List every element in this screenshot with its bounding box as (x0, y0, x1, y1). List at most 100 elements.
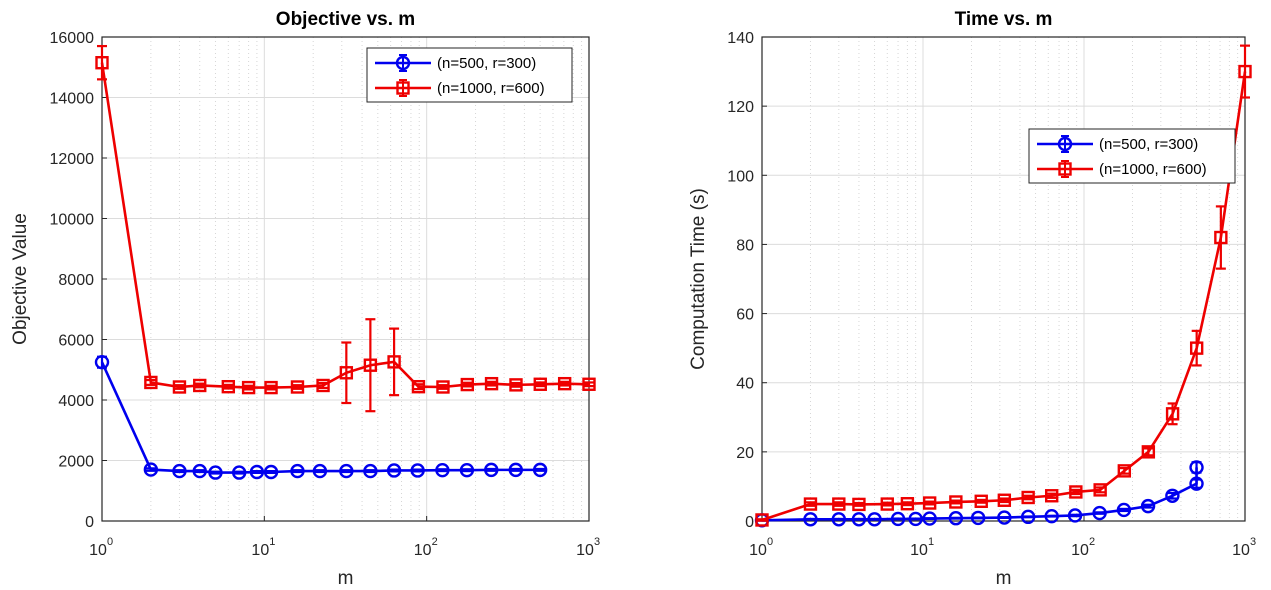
data-point (484, 376, 499, 391)
data-point (880, 497, 894, 511)
data-point (1067, 508, 1083, 523)
data-point (803, 497, 818, 511)
legend-label: (n=500, r=300) (1099, 136, 1198, 153)
data-point (1214, 230, 1228, 245)
data-point (316, 378, 330, 393)
data-point (900, 497, 915, 511)
data-point (339, 366, 354, 380)
legend-marker (395, 55, 411, 71)
data-point (922, 511, 937, 526)
series-n500 (94, 354, 548, 480)
data-point (144, 375, 158, 390)
series-n1000 (755, 44, 1252, 527)
data-point (948, 511, 964, 526)
y-axis-label: Computation Time (s) (688, 188, 709, 370)
data-point (363, 463, 378, 479)
data-point (249, 464, 265, 480)
legend-marker (1058, 162, 1072, 176)
data-point (460, 377, 475, 392)
data-point (582, 377, 596, 391)
x-tick-exponent: 3 (594, 536, 600, 548)
data-point (1189, 476, 1204, 491)
data-point (1140, 498, 1156, 514)
x-tick-exponent: 0 (107, 536, 113, 548)
y-tick-label: 60 (736, 307, 754, 324)
data-point (1092, 505, 1107, 521)
data-point (435, 462, 450, 478)
legend-entry: (n=500, r=300) (1037, 135, 1198, 153)
data-point (1021, 490, 1035, 505)
legend-label: (n=1000, r=600) (437, 80, 545, 97)
data-point (459, 462, 475, 478)
data-point (312, 463, 328, 479)
y-tick-label: 100 (727, 168, 754, 185)
data-point (970, 510, 986, 526)
data-point (1238, 64, 1252, 79)
y-tick-label: 6000 (58, 333, 94, 350)
data-point (192, 463, 207, 479)
chart-title: Time vs. m (955, 9, 1053, 30)
y-tick-label: 140 (727, 30, 754, 47)
data-point (509, 378, 523, 392)
data-point (1069, 485, 1083, 499)
x-tick-label: 10 (1232, 542, 1250, 559)
data-point (193, 378, 207, 393)
data-point (1116, 502, 1132, 518)
data-point (908, 511, 923, 527)
legend-entry: (n=1000, r=600) (375, 79, 545, 97)
legend-label: (n=1000, r=600) (1099, 161, 1207, 178)
data-point (387, 355, 401, 369)
data-point (533, 377, 547, 391)
legend-marker (1057, 136, 1073, 152)
data-point (997, 493, 1012, 507)
x-tick-exponent: 3 (1250, 536, 1256, 548)
objective-chart: 10 0 10 1 10 2 10 30200040006000800010000120001… (10, 9, 600, 589)
data-point (803, 512, 818, 527)
y-tick-label: 14000 (50, 91, 95, 108)
data-point (95, 56, 109, 70)
data-point (852, 497, 866, 512)
data-point (172, 380, 187, 394)
data-point (949, 495, 963, 509)
data-point (831, 512, 847, 527)
y-tick-label: 120 (727, 99, 754, 116)
data-point (1141, 445, 1156, 459)
data-point (1189, 341, 1204, 355)
data-point (922, 496, 937, 510)
x-tick-label: 10 (576, 542, 594, 559)
data-point (997, 510, 1012, 525)
series-line (100, 62, 590, 389)
x-tick-label: 10 (910, 542, 928, 559)
data-point (1093, 483, 1107, 497)
data-point (484, 462, 499, 478)
legend-marker (396, 81, 410, 95)
data-point (143, 462, 159, 477)
data-point (867, 512, 882, 527)
data-point (890, 511, 906, 527)
data-point (339, 463, 354, 479)
y-tick-label: 40 (736, 376, 754, 393)
x-axis-label: m (338, 568, 354, 589)
data-point (532, 462, 548, 478)
data-point (1020, 509, 1036, 525)
data-point (410, 463, 425, 478)
y-tick-label: 4000 (58, 393, 94, 410)
x-tick-exponent: 2 (432, 536, 438, 548)
data-point (263, 464, 279, 480)
data-point (363, 358, 378, 372)
data-point (1165, 407, 1180, 421)
data-point (1165, 488, 1180, 503)
data-point (974, 494, 988, 508)
data-point (94, 354, 110, 370)
legend-label: (n=500, r=300) (437, 55, 536, 72)
x-tick-exponent: 2 (1089, 536, 1095, 548)
series-n1000 (95, 44, 596, 413)
x-tick-label: 10 (251, 542, 269, 559)
series-n500 (754, 460, 1204, 528)
data-point (411, 379, 426, 394)
x-tick-exponent: 1 (269, 536, 275, 548)
data-point (508, 462, 523, 478)
y-tick-label: 0 (745, 514, 754, 531)
data-point (436, 380, 450, 394)
data-point (1044, 489, 1059, 503)
